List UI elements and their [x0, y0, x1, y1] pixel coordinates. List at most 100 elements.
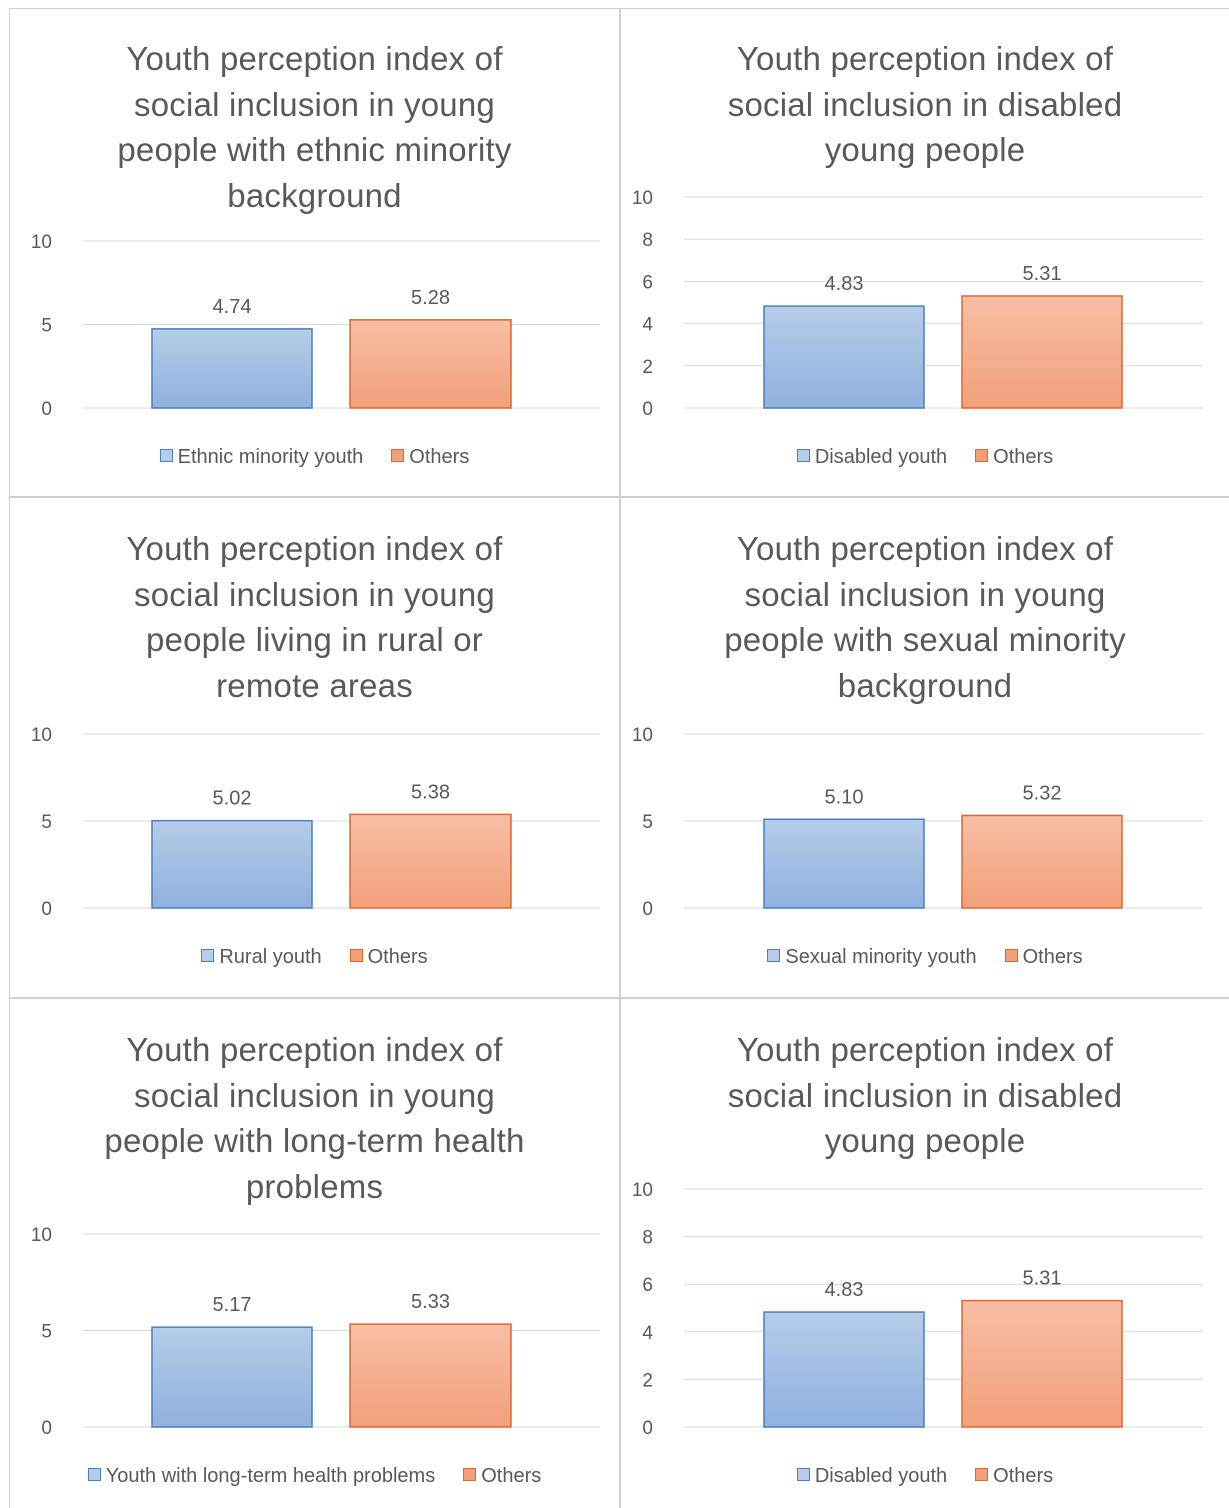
chart-title-line: young people	[824, 131, 1026, 168]
y-tick-label: 0	[41, 1418, 52, 1439]
chart-title-line: people with sexual minority	[724, 621, 1126, 658]
chart-title-line: social inclusion in disabled	[727, 1076, 1123, 1114]
chart-panel-1: Youth perception index of social inclusio…	[10, 8, 619, 496]
bar-chart-svg: 0 2 4 6 8 10 4.83 5.31	[632, 1180, 1203, 1439]
y-tick-label: 6	[642, 272, 653, 293]
bar-youth-with-long-term-health-problems	[151, 1326, 313, 1428]
chart-legend: Rural youth Others	[10, 946, 619, 969]
chart-title-line: Youth perception index of	[736, 40, 1114, 77]
y-tick-label: 0	[41, 899, 52, 920]
chart-title-line: Youth perception index of	[126, 1031, 503, 1068]
y-tick-label: 2	[642, 1370, 653, 1391]
data-label: 4.83	[825, 273, 864, 295]
bar-disabled-youth	[763, 305, 925, 409]
chart-title-line: young people	[824, 1122, 1026, 1159]
y-tick-label: 2	[642, 357, 653, 378]
chart-legend: Ethnic minority youth Others	[10, 446, 619, 469]
chart-title-line: people living in rural or	[145, 621, 483, 658]
legend-label: Others	[367, 946, 428, 968]
bar-chart-svg: 0 5 10 5.02 5.38	[31, 725, 600, 920]
legend-item-disabled-youth: Disabled youth	[796, 446, 947, 469]
bar-chart-svg: 0 5 10 5.10 5.32	[632, 725, 1203, 920]
bar-others	[961, 814, 1123, 909]
chart-legend: Sexual minority youth Others	[621, 946, 1229, 969]
chart-panel-6: Youth perception index of social inclusio…	[621, 999, 1229, 1508]
y-tick-label: 5	[41, 316, 52, 337]
bar-sexual-minority-youth	[763, 818, 925, 909]
outer-border-top	[9, 8, 1229, 9]
chart-title-line: Youth perception index of	[126, 40, 503, 77]
chart-panel-3: Youth perception index of social inclusio…	[10, 498, 619, 997]
legend-item-rural-youth: Rural youth	[201, 946, 322, 969]
data-label: 5.31	[1023, 263, 1062, 285]
legend-item-sexual-minority-youth: Sexual minority youth	[767, 946, 977, 969]
bar-disabled-youth	[763, 1311, 925, 1428]
bar-chart-svg: 0 2 4 6 8 10 4.83 5.31	[632, 188, 1203, 420]
legend-swatch	[796, 1468, 810, 1482]
chart-title-line: people with long-term health	[104, 1122, 525, 1159]
chart-panel-2: Youth perception index of social inclusio…	[621, 8, 1229, 496]
data-label: 5.17	[213, 1294, 252, 1316]
legend-label: Others	[409, 446, 470, 468]
bar-chart-svg: 0 5 10 5.17 5.33	[31, 1225, 600, 1439]
legend-item-others: Others	[391, 446, 469, 469]
y-tick-label: 10	[31, 232, 52, 253]
legend-label: Youth with long-term health problems	[105, 1465, 436, 1487]
chart-title-line: Youth perception index of	[126, 530, 503, 567]
horizontal-divider-1	[10, 496, 1229, 498]
y-tick-label: 5	[642, 812, 653, 833]
y-tick-label: 5	[41, 1322, 52, 1343]
legend-swatch	[1004, 949, 1018, 963]
legend-swatch	[391, 449, 405, 463]
y-tick-label: 4	[642, 1323, 653, 1344]
legend-swatch	[975, 1468, 989, 1482]
y-tick-label: 6	[642, 1275, 653, 1296]
data-label: 5.38	[411, 781, 450, 803]
chart-title: Youth perception index of social inclusio…	[621, 36, 1229, 173]
y-tick-label: 8	[642, 1228, 653, 1249]
chart-panel-4: Youth perception index of social inclusio…	[621, 498, 1229, 997]
legend-swatch	[349, 949, 363, 963]
y-tick-label: 0	[642, 899, 653, 920]
legend-item-others: Others	[349, 946, 428, 969]
outer-border-left	[9, 8, 10, 1508]
chart-title-line: social inclusion in young	[134, 575, 495, 613]
legend-swatch	[87, 1468, 101, 1482]
chart-title-line: Youth perception index of	[736, 1031, 1114, 1068]
chart-title-line: social inclusion in young	[134, 85, 495, 123]
y-tick-label: 10	[632, 725, 653, 746]
chart-title: Youth perception index of social inclusio…	[10, 526, 619, 708]
legend-item-youth-with-long-term-health-problems: Youth with long-term health problems	[87, 1465, 436, 1488]
y-tick-label: 10	[632, 1180, 653, 1201]
chart-title-line: people with ethnic minority	[117, 131, 512, 168]
y-tick-label: 0	[41, 399, 52, 420]
bar-chart-svg: 0 5 10 4.74 5.28	[31, 232, 600, 420]
data-label: 5.10	[825, 786, 864, 808]
chart-title-line: problems	[245, 1167, 384, 1205]
legend-label: Others	[1022, 946, 1083, 968]
data-label: 5.33	[411, 1291, 450, 1313]
legend-item-disabled-youth: Disabled youth	[796, 1465, 947, 1488]
legend-label: Others	[481, 1465, 542, 1487]
y-tick-label: 10	[632, 188, 653, 209]
y-tick-label: 5	[41, 812, 52, 833]
legend-item-others: Others	[975, 1465, 1053, 1488]
data-label: 5.32	[1023, 782, 1062, 804]
bar-rural-youth	[151, 819, 313, 909]
legend-swatch	[159, 449, 173, 463]
chart-title: Youth perception index of social inclusio…	[10, 36, 619, 218]
legend-item-ethnic-minority-youth: Ethnic minority youth	[159, 446, 363, 469]
legend-item-others: Others	[975, 446, 1053, 469]
data-label: 5.31	[1023, 1268, 1062, 1290]
y-tick-label: 8	[642, 230, 653, 251]
data-label: 5.02	[213, 788, 252, 810]
data-label: 4.74	[213, 296, 252, 318]
chart-title: Youth perception index of social inclusio…	[621, 1027, 1229, 1164]
legend-swatch	[767, 949, 781, 963]
y-tick-label: 0	[642, 399, 653, 420]
y-tick-label: 4	[642, 315, 653, 336]
data-label: 4.83	[825, 1279, 864, 1301]
chart-title-line: background	[837, 666, 1013, 704]
bar-others	[961, 295, 1123, 409]
